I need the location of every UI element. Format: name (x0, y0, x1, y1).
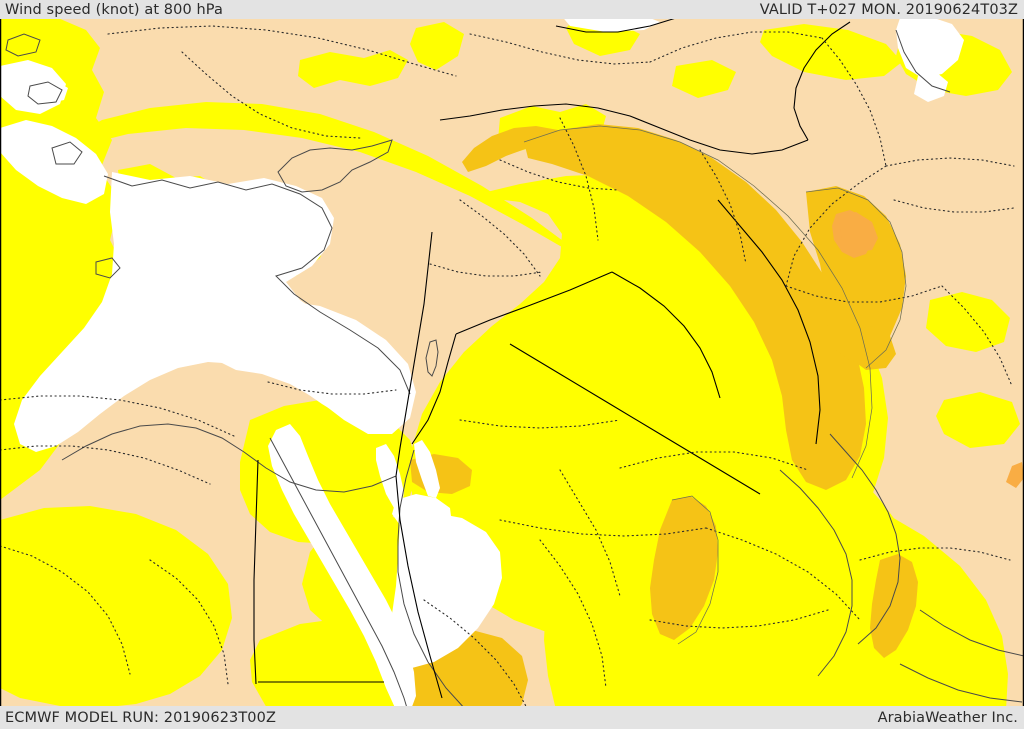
border-dotted (181, 51, 361, 139)
caspian-sea (914, 72, 948, 102)
coastline-greek-islands (51, 141, 83, 165)
aegean-sea (0, 120, 108, 204)
contour-line (805, 187, 907, 369)
contour-line (671, 495, 719, 645)
border-dotted (0, 395, 235, 437)
border-dotted (559, 469, 621, 597)
border-turkey-south (439, 103, 809, 155)
border-dotted (429, 263, 543, 277)
fill-band-level-2 (936, 392, 1020, 448)
border-dotted (619, 451, 809, 471)
fill-band-level-2 (926, 292, 1010, 352)
border-dotted (267, 381, 397, 395)
border-syria-iraq (611, 271, 721, 399)
border-jordan-west (411, 333, 457, 445)
header-bar: Wind speed (knot) at 800 hPa VALID T+027… (0, 0, 1024, 19)
coastline-egypt (61, 423, 397, 493)
political-borders (0, 21, 1015, 711)
provider-credit: ArabiaWeather Inc. (877, 709, 1018, 726)
coastline-arabia-southeast (899, 663, 1023, 703)
fill-band-level-4 (1006, 462, 1024, 488)
border-dotted (559, 117, 599, 241)
coastlines (5, 17, 1024, 719)
fill-band-level-3 (524, 124, 866, 490)
coastline-red-sea-east (397, 449, 467, 711)
coastline-gulf-of-oman (919, 609, 1024, 657)
border-nile-valley (395, 475, 443, 699)
border-jordan-saudi (509, 343, 761, 495)
coastline-greek-islands (27, 81, 63, 105)
contour-line (523, 125, 873, 479)
valid-time-label: VALID T+027 MON. 20190624T03Z (759, 1, 1018, 18)
border-dotted (499, 159, 619, 191)
border-dotted (785, 165, 887, 287)
border-dotted (149, 559, 229, 685)
border-dotted (885, 157, 1015, 167)
coastline-greek-islands (95, 257, 121, 279)
coastline-black-sea (555, 17, 677, 33)
fill-band-level-3 (850, 326, 896, 370)
coastline-cyprus (277, 139, 393, 193)
fill-band-level-3-group (400, 124, 918, 718)
mediterranean-southeast (208, 300, 416, 434)
border-dotted (539, 539, 607, 689)
caspian-sea (896, 16, 964, 78)
border-dotted (785, 285, 943, 303)
contour-lines (523, 125, 907, 645)
border-dotted (459, 419, 621, 429)
gulf-of-aqaba (414, 440, 440, 498)
coastline-turkey (103, 175, 411, 395)
border-dotted (705, 527, 861, 621)
border-dotted (107, 25, 457, 77)
border-dotted (459, 199, 541, 277)
border-dotted (893, 199, 1015, 213)
model-run-label: ECMWF MODEL RUN: 20190623T00Z (5, 709, 276, 726)
fill-band-level-2 (760, 24, 902, 80)
coastline-persian-gulf (779, 469, 853, 677)
coastline-persian-gulf (829, 433, 901, 645)
border-egypt-libya (253, 459, 259, 685)
sea-of-marmara (32, 80, 68, 104)
coastline-levant (395, 231, 433, 477)
coastline-red-sea-west (269, 437, 411, 719)
coastline-caspian (895, 29, 951, 93)
fill-band-level-4 (838, 212, 878, 252)
fill-band-level-3 (806, 186, 906, 362)
border-dotted (469, 33, 651, 65)
fill-band-level-2 (0, 506, 232, 708)
border-dotted (0, 545, 131, 675)
border-dotted (423, 599, 529, 711)
red-sea-basin (390, 512, 502, 668)
border-turkey-east (793, 21, 851, 141)
fill-band-level-2 (298, 50, 408, 88)
border-iraq-iran (717, 199, 821, 445)
fill-band-level-3 (650, 496, 718, 640)
footer-bar: ECMWF MODEL RUN: 20190623T00Z ArabiaWeat… (0, 706, 1024, 729)
dead-sea (425, 339, 439, 377)
page-title: Wind speed (knot) at 800 hPa (5, 1, 223, 18)
fill-band-level-2 (410, 22, 464, 70)
coastline-greek-islands (5, 33, 41, 57)
border-dotted (649, 31, 823, 63)
fill-band-level-3 (870, 554, 918, 658)
border-dotted (821, 37, 887, 167)
fill-band-level-2 (672, 60, 736, 98)
fill-band-level-4-group (832, 210, 1024, 488)
fill-band-level-3 (462, 126, 558, 172)
border-jordan-iraq (455, 271, 613, 335)
